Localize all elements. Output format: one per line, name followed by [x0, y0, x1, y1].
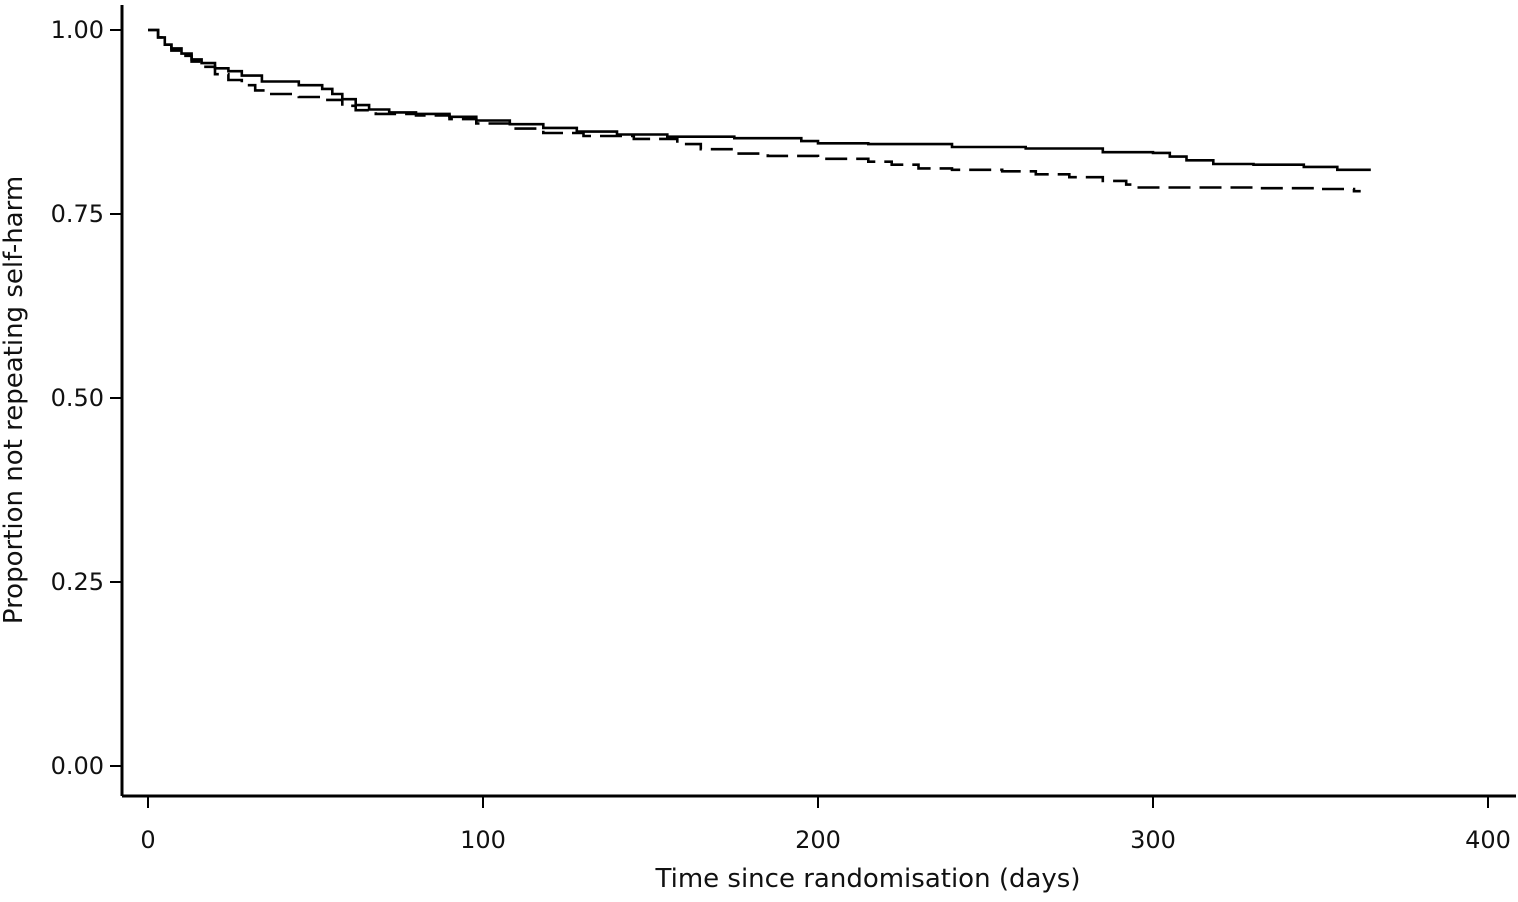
ticks: 0.00 0.25 0.50 0.75 1.00 0 100 200 300 400 — [51, 16, 1511, 854]
axes — [120, 5, 1516, 798]
x-tick-label: 100 — [460, 826, 506, 854]
x-tick-label: 0 — [140, 826, 155, 854]
x-tick-label: 200 — [795, 826, 841, 854]
x-tick-label: 300 — [1130, 826, 1176, 854]
y-tick-label: 0.75 — [51, 200, 104, 228]
y-tick-label: 0.00 — [51, 752, 104, 780]
y-axis-title: Proportion not repeating self-harm — [0, 176, 29, 624]
x-axis-title: Time since randomisation (days) — [655, 864, 1081, 894]
y-tick-label: 0.25 — [51, 568, 104, 596]
y-tick-label: 0.50 — [51, 384, 104, 412]
y-tick-label: 1.00 — [51, 16, 104, 44]
series-line-dashed — [148, 28, 1361, 193]
x-tick-label: 400 — [1465, 826, 1511, 854]
series — [148, 28, 1371, 193]
